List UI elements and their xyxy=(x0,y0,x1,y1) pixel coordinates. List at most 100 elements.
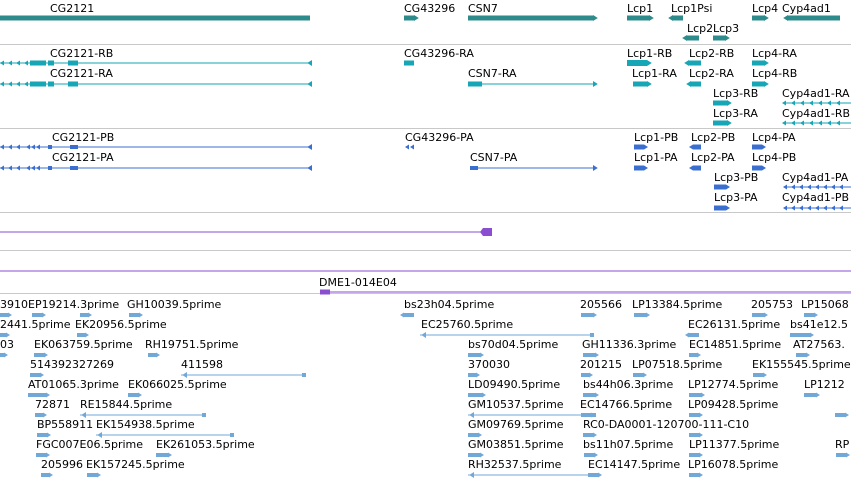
protein-label[interactable]: Lcp3-PB xyxy=(714,171,759,184)
est-label[interactable]: LP11377.5prime xyxy=(689,438,780,451)
est-label[interactable]: RP xyxy=(835,438,850,451)
protein-label[interactable]: Lcp2-PA xyxy=(691,151,735,164)
est-label[interactable]: LP16078.5prime xyxy=(688,458,779,471)
est-label[interactable]: 2441.5prime xyxy=(0,318,71,331)
protein-label[interactable]: Lcp1-PA xyxy=(634,151,678,164)
est-label[interactable]: EK155545.5prime xyxy=(752,358,851,371)
clone-label[interactable]: DME1-014E04 xyxy=(319,276,397,289)
est-label[interactable]: 72871 xyxy=(35,398,70,411)
transcript-exon xyxy=(809,120,813,126)
est-label[interactable]: EC25760.5prime xyxy=(421,318,514,331)
transcript-label[interactable]: CG2121-RB xyxy=(50,47,114,60)
est-label[interactable]: bs70d04.5prime xyxy=(468,338,559,351)
est-label[interactable]: EC14851.5prime xyxy=(689,338,782,351)
protein-label[interactable]: Lcp4-PB xyxy=(752,151,797,164)
est-label[interactable]: EP19214.3prime xyxy=(28,298,120,311)
protein-label[interactable]: CG43296-PA xyxy=(405,131,474,144)
gene-label[interactable]: Lcp3 xyxy=(713,22,740,35)
est-label[interactable]: bs41e12.5 xyxy=(790,318,848,331)
est-label[interactable]: 370030 xyxy=(468,358,510,371)
est-label[interactable]: GM03851.5prime xyxy=(468,438,564,451)
est-label[interactable]: AT27563. xyxy=(793,338,845,351)
est-label[interactable]: AT01065.3prime xyxy=(28,378,119,391)
est-label[interactable]: EC14766.5prime xyxy=(580,398,673,411)
est-label[interactable]: FGC007E06.5prime xyxy=(36,438,144,451)
est-label[interactable]: EK063759.5prime xyxy=(34,338,133,351)
transcript-label[interactable]: Lcp1-RB xyxy=(627,47,673,60)
protein-label[interactable]: Lcp3-PA xyxy=(714,191,758,204)
est-feature xyxy=(80,313,88,317)
est-label[interactable]: RH32537.5prime xyxy=(468,458,562,471)
est-label[interactable]: LP1212 xyxy=(804,378,845,391)
est-label[interactable]: GH10039.5prime xyxy=(127,298,222,311)
protein-label[interactable]: Cyp4ad1-PB xyxy=(782,191,850,204)
gene-label[interactable]: Lcp1Psi xyxy=(671,2,713,15)
est-label[interactable]: GM10537.5prime xyxy=(468,398,564,411)
gene-label[interactable]: CG43296 xyxy=(404,2,456,15)
est-label[interactable]: bs44h06.3prime xyxy=(583,378,674,391)
est-label[interactable]: LP09428.5prime xyxy=(688,398,779,411)
gene-label[interactable]: Lcp4 xyxy=(752,2,779,15)
transcript-label[interactable]: Lcp4-RA xyxy=(752,47,797,60)
transcript-label[interactable]: Cyp4ad1-RA xyxy=(782,87,850,100)
est-label[interactable]: EK261053.5prime xyxy=(156,438,255,451)
protein-exon xyxy=(634,144,644,150)
est-label[interactable]: RC0-DA0001-120700-111-C10 xyxy=(583,418,750,431)
gene-label[interactable]: Lcp2 xyxy=(687,22,714,35)
gene-label[interactable]: CSN7 xyxy=(468,2,498,15)
est-arrow xyxy=(469,412,474,418)
est-label[interactable]: EC14147.5prime xyxy=(588,458,681,471)
gene-label[interactable]: Cyp4ad1 xyxy=(782,2,831,15)
protein-label[interactable]: Lcp4-PA xyxy=(752,131,796,144)
est-feature xyxy=(752,313,764,317)
est-label[interactable]: RE15844.5prime xyxy=(80,398,173,411)
est-label[interactable]: BP558911 xyxy=(37,418,94,431)
protein-label[interactable]: Cyp4ad1-PA xyxy=(782,171,849,184)
transcript-label[interactable]: Lcp1-RA xyxy=(632,67,677,80)
transcript-label[interactable]: CG43296-RA xyxy=(404,47,474,60)
est-label[interactable]: LP07518.5prime xyxy=(632,358,723,371)
est-label[interactable]: 205566 xyxy=(580,298,622,311)
transcript-label[interactable]: CG2121-RA xyxy=(50,67,113,80)
est-label[interactable]: 201215 xyxy=(580,358,622,371)
transcript-label[interactable]: Lcp2-RA xyxy=(689,67,734,80)
est-label[interactable]: EK20956.5prime xyxy=(75,318,167,331)
protein-label[interactable]: Lcp2-PB xyxy=(691,131,736,144)
protein-exon xyxy=(16,165,20,171)
est-label[interactable]: EC26131.5prime xyxy=(688,318,781,331)
protein-label[interactable]: CG2121-PA xyxy=(52,151,114,164)
est-label[interactable]: LP13384.5prime xyxy=(632,298,723,311)
gene-label[interactable]: Lcp1 xyxy=(627,2,654,15)
est-label[interactable]: EK066025.5prime xyxy=(128,378,227,391)
est-label[interactable]: EK157245.5prime xyxy=(86,458,185,471)
est-label[interactable]: bs23h04.5prime xyxy=(404,298,495,311)
transcript-label[interactable]: Lcp4-RB xyxy=(752,67,798,80)
est-label[interactable]: 3910 xyxy=(0,298,28,311)
est-label[interactable]: GH11336.3prime xyxy=(582,338,677,351)
est-label[interactable]: EK154938.5prime xyxy=(96,418,195,431)
est-label[interactable]: 205753 xyxy=(751,298,793,311)
est-label[interactable]: LD09490.5prime xyxy=(468,378,561,391)
protein-label[interactable]: CSN7-PA xyxy=(470,151,518,164)
transcript-label[interactable]: Cyp4ad1-RB xyxy=(782,107,851,120)
transcript-label[interactable]: CSN7-RA xyxy=(468,67,517,80)
transcript-label[interactable]: Lcp2-RB xyxy=(689,47,735,60)
transcript-label[interactable]: Lcp3-RB xyxy=(713,87,759,100)
protein-exon xyxy=(752,144,762,150)
transcript-label[interactable]: Lcp3-RA xyxy=(713,107,758,120)
est-label[interactable]: 411598 xyxy=(181,358,223,371)
protein-label[interactable]: Lcp1-PB xyxy=(634,131,679,144)
est-label[interactable]: RH19751.5prime xyxy=(145,338,239,351)
est-label[interactable]: LP12774.5prime xyxy=(688,378,779,391)
gene-feature xyxy=(687,35,699,41)
est-label[interactable]: 514392327269 xyxy=(30,358,114,371)
est-label[interactable]: GM09769.5prime xyxy=(468,418,564,431)
est-label[interactable]: bs11h07.5prime xyxy=(583,438,674,451)
est-label[interactable]: 03 xyxy=(0,338,14,351)
protein-exon xyxy=(714,184,726,190)
gene-label[interactable]: CG2121 xyxy=(50,2,95,15)
est-label[interactable]: 205996 xyxy=(41,458,83,471)
est-label[interactable]: LP15068 xyxy=(801,298,849,311)
protein-label[interactable]: CG2121-PB xyxy=(52,131,115,144)
